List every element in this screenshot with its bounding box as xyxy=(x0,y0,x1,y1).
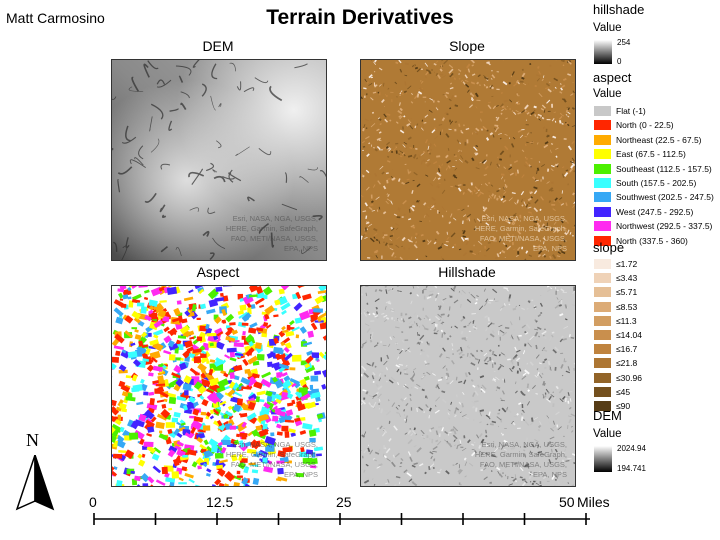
scale-label-25: 25 xyxy=(336,494,352,510)
legend-aspect-swatch xyxy=(594,192,611,203)
legend-hillshade-min: 0 xyxy=(617,57,622,66)
legend-dem-min: 194.741 xyxy=(617,464,646,473)
legend-slope-heading: slope xyxy=(593,240,625,255)
legend-aspect-label: North (337.5 - 360) xyxy=(616,235,688,246)
legend-dem-heading: DEM xyxy=(593,408,622,423)
legend-aspect-label: Northwest (292.5 - 337.5) xyxy=(616,221,713,232)
scale-label-12-5: 12.5 xyxy=(206,494,234,510)
legend-hillshade-max: 254 xyxy=(617,38,631,47)
legend-dem-value-label: Value xyxy=(593,428,622,440)
aspect-map xyxy=(112,286,326,486)
legend-aspect-label: Southwest (202.5 - 247.5) xyxy=(616,192,714,203)
slope-map xyxy=(361,60,575,260)
legend-hillshade-value-label: Value xyxy=(593,22,622,34)
scale-bar xyxy=(93,513,590,525)
hillshade-panel-title: Hillshade xyxy=(438,264,496,280)
legend-slope-swatch xyxy=(594,301,611,312)
legend-slope-swatch xyxy=(594,315,611,326)
legend-slope-swatch xyxy=(594,386,611,397)
legend-slope-swatch xyxy=(594,259,611,269)
aspect-attribution: Esri, NASA, NGA, USGS, HERE, Garmin, Saf… xyxy=(225,440,318,479)
legend-slope-swatch xyxy=(594,330,611,340)
legend-aspect-swatch xyxy=(594,134,611,145)
legend-aspect-value-label: Value xyxy=(593,88,622,100)
dem-panel-title: DEM xyxy=(202,38,234,54)
legend-slope-label: ≤90 xyxy=(616,401,631,411)
scale-label-0: 0 xyxy=(89,494,97,510)
legend-aspect-heading: aspect xyxy=(593,70,632,85)
dem-map xyxy=(112,60,326,260)
legend-slope-label: ≤1.72 xyxy=(616,259,638,269)
legend-slope-swatch xyxy=(594,287,611,298)
legend-aspect-label: West (247.5 - 292.5) xyxy=(616,206,694,217)
legend-aspect-swatch xyxy=(594,120,611,131)
hillshade-attribution: Esri, NASA, NGA, USGS, HERE, Garmin, Saf… xyxy=(474,440,567,479)
legend-aspect-swatch xyxy=(594,235,611,246)
aspect-map-frame[interactable]: Esri, NASA, NGA, USGS, HERE, Garmin, Saf… xyxy=(111,285,327,487)
legend-slope-label: ≤16.7 xyxy=(616,344,638,355)
slope-attribution: Esri, NASA, NGA, USGS, HERE, Garmin, Saf… xyxy=(474,214,567,253)
legend-slope-label: ≤5.71 xyxy=(616,287,638,298)
legend-slope-label: ≤14.04 xyxy=(616,330,642,340)
legend-hillshade-heading: hillshade xyxy=(593,2,645,17)
legend-slope-label: ≤21.8 xyxy=(616,358,638,369)
legend-slope-swatch xyxy=(594,372,611,383)
legend-hillshade-ramp xyxy=(594,40,612,64)
scale-units: Miles xyxy=(577,494,610,510)
dem-map-frame[interactable]: Esri, NASA, NGA, USGS, HERE, Garmin, Saf… xyxy=(111,59,327,261)
legend-slope-swatch xyxy=(594,273,611,284)
scale-label-50: 50 xyxy=(559,494,575,510)
legend-aspect-label: Southeast (112.5 - 157.5) xyxy=(616,163,712,174)
legend-aspect-label: Flat (-1) xyxy=(616,106,646,116)
legend-aspect-label: East (67.5 - 112.5) xyxy=(616,149,686,160)
aspect-panel-title: Aspect xyxy=(196,264,240,280)
legend-dem-max: 2024.94 xyxy=(617,444,646,453)
slope-panel-title: Slope xyxy=(449,38,485,54)
north-letter: N xyxy=(26,430,39,450)
legend-aspect-swatch xyxy=(594,163,611,174)
legend-slope-label: ≤8.53 xyxy=(616,301,638,312)
legend-slope-swatch xyxy=(594,344,611,355)
legend-slope-label: ≤30.96 xyxy=(616,372,642,383)
hillshade-map xyxy=(361,286,575,486)
map-title: Terrain Derivatives xyxy=(266,6,454,29)
dem-attribution: Esri, NASA, NGA, USGS, HERE, Garmin, Saf… xyxy=(225,214,318,253)
legend-slope-swatch xyxy=(594,401,611,411)
legend-aspect-swatch xyxy=(594,206,611,217)
north-arrow-icon xyxy=(15,455,55,511)
legend-slope-label: ≤11.3 xyxy=(616,315,637,326)
legend-aspect-swatch xyxy=(594,221,611,232)
legend-aspect-label: Northeast (22.5 - 67.5) xyxy=(616,134,702,145)
slope-map-frame[interactable]: Esri, NASA, NGA, USGS, HERE, Garmin, Saf… xyxy=(360,59,576,261)
legend-slope-swatch xyxy=(594,358,611,369)
legend-aspect-swatch xyxy=(594,149,611,160)
hillshade-map-frame[interactable]: Esri, NASA, NGA, USGS, HERE, Garmin, Saf… xyxy=(360,285,576,487)
legend-slope-label: ≤45 xyxy=(616,386,631,397)
legend-aspect-swatch xyxy=(594,178,611,188)
legend-dem-ramp xyxy=(594,446,612,472)
author-name: Matt Carmosino xyxy=(6,10,105,26)
legend-aspect-swatch xyxy=(594,106,611,116)
legend-aspect-label: North (0 - 22.5) xyxy=(616,120,674,131)
legend-aspect-label: South (157.5 - 202.5) xyxy=(616,178,697,188)
legend-slope-label: ≤3.43 xyxy=(616,273,638,284)
